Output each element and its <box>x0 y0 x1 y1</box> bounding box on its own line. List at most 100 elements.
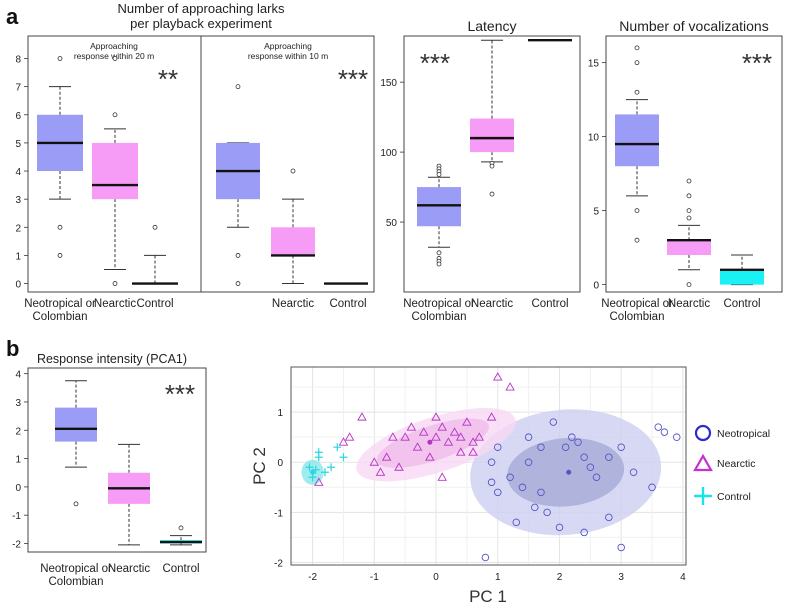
iqr-box <box>271 227 315 256</box>
outlier-point <box>686 215 692 221</box>
legend-neotropical-label: Neotropical <box>717 428 770 440</box>
point-nearctic <box>344 432 355 441</box>
point-nearctic <box>462 417 472 426</box>
outlier-point <box>634 237 640 243</box>
plot-frame <box>403 35 581 293</box>
point-nearctic <box>474 432 485 441</box>
vocal-box-1 <box>667 178 711 288</box>
outlier-point <box>235 281 241 286</box>
pca1-ytick-label: 1 <box>15 455 21 466</box>
point-neotropical <box>648 483 656 492</box>
approach-ytick-label: 1 <box>15 251 21 262</box>
approach10m-category-label: Control <box>329 298 366 310</box>
point-neotropical <box>549 418 558 426</box>
outlier-point <box>235 84 241 90</box>
chart-title: Number of vocalizations <box>619 18 768 34</box>
point-neotropical <box>654 423 662 431</box>
point-neotropical <box>629 468 638 477</box>
outlier-point <box>436 261 442 267</box>
point-neotropical <box>586 463 595 472</box>
pca1-box-1 <box>108 443 150 546</box>
iqr-box <box>55 407 97 442</box>
outlier-point <box>686 193 692 199</box>
outlier-point <box>489 191 495 197</box>
point-neotropical <box>672 433 681 441</box>
outlier-point <box>57 253 63 258</box>
text-line: Approaching <box>264 41 312 51</box>
chart-response-intensity: Response intensity (PCA1) *** -2 -1 0 1 2 3 4 Neo… <box>12 352 207 588</box>
xtick-label: -1 <box>370 572 379 583</box>
pca1-box-0 <box>55 380 97 507</box>
point-neotropical <box>531 503 539 512</box>
point-neotropical <box>537 443 545 451</box>
text-line: per playback experiment <box>130 16 272 31</box>
outlier-point <box>634 208 640 214</box>
vocal-box-2 <box>720 254 764 286</box>
outlier-point <box>112 281 118 286</box>
outlier-point <box>290 168 296 174</box>
ytick-label: 1 <box>277 408 283 419</box>
y-axis-label: PC 2 <box>250 447 269 485</box>
approach10m-box-0 <box>216 84 260 286</box>
text-line: Colombian <box>33 311 88 323</box>
point-nearctic <box>418 427 429 436</box>
outlier-point <box>436 172 442 177</box>
point-nearctic <box>449 427 460 436</box>
outlier-point <box>686 208 692 214</box>
chart-title: Latency <box>467 18 516 34</box>
significance-stars: *** <box>165 379 195 409</box>
latency-category-label: Neotropical or Colombian <box>403 298 475 323</box>
point-neotropical <box>487 458 496 466</box>
pca1-ytick-label: 2 <box>15 426 21 437</box>
approach-ytick-label: 2 <box>15 223 21 234</box>
chart-title: Response intensity (PCA1) <box>37 352 187 366</box>
subpanel-title-20m: Approaching response within 20 m <box>74 41 154 61</box>
pca1-ytick-label: 4 <box>15 370 21 381</box>
panel-label-b: b <box>6 336 19 361</box>
point-neotropical <box>518 483 527 492</box>
point-neotropical <box>537 488 545 497</box>
point-neotropical <box>494 488 502 497</box>
point-neotropical <box>605 513 613 522</box>
chart-vocalizations: Number of vocalizations *** 0 5 10 15 Neotropi… <box>588 18 783 323</box>
approach20m-category-label: Control <box>136 298 173 310</box>
point-neotropical <box>568 433 576 441</box>
point-neotropical <box>555 523 564 532</box>
point-neotropical <box>574 438 582 446</box>
outlier-point <box>112 112 118 118</box>
plot-frame <box>290 366 687 566</box>
approach20m-box-1 <box>92 56 138 286</box>
vocal-ytick-label: 15 <box>588 59 600 70</box>
vocal-category-label: Neotropical or Colombian <box>601 298 673 323</box>
outlier-point <box>57 56 63 61</box>
centroid-nearctic <box>427 439 433 445</box>
point-neotropical <box>660 428 669 436</box>
vocal-ytick-label: 10 <box>588 133 600 144</box>
significance-stars: *** <box>420 48 450 78</box>
point-nearctic <box>375 467 386 476</box>
point-nearctic <box>313 477 324 486</box>
point-control <box>314 448 323 457</box>
point-neotropical <box>524 433 533 441</box>
iqr-box <box>417 187 461 227</box>
pca1-ytick-label: 0 <box>15 483 21 494</box>
point-neotropical <box>512 518 521 527</box>
point-neotropical <box>617 443 625 451</box>
plot-frame <box>27 367 207 553</box>
approach10m-box-1 <box>271 168 315 285</box>
chart-latency: Latency *** 50 100 150 Neotropical or Colombia… <box>380 18 581 323</box>
mean-ellipse-neotropical <box>507 437 625 507</box>
approach-ytick-label: 4 <box>15 167 21 178</box>
approach-ytick-label: 7 <box>15 83 21 94</box>
point-nearctic <box>425 452 435 461</box>
point-neotropical <box>580 528 588 537</box>
pca1-category-label: Neotropical or Colombian <box>40 563 112 588</box>
text-line: Neotropical or <box>601 298 673 310</box>
point-nearctic <box>400 432 410 441</box>
outlier-point <box>112 56 118 61</box>
outlier-point <box>634 60 640 66</box>
legend-nearctic-label: Nearctic <box>717 458 756 470</box>
outlier-point <box>686 282 692 288</box>
point-neotropical <box>481 553 490 562</box>
